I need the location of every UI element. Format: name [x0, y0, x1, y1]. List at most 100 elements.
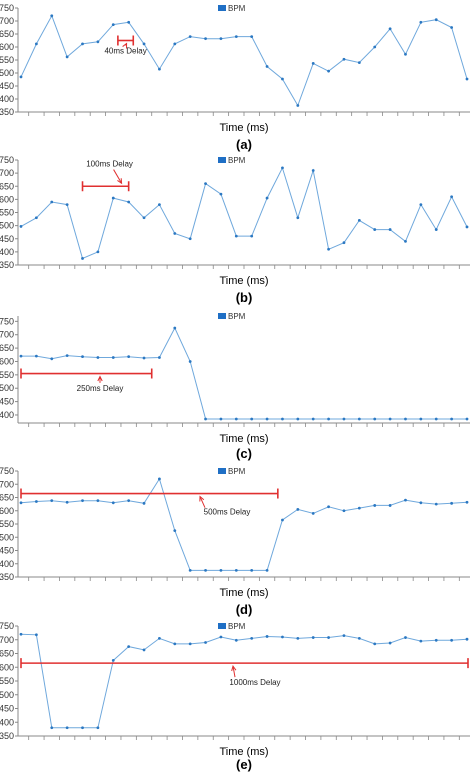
- data-point: [281, 518, 284, 522]
- data-point: [158, 636, 161, 640]
- data-point: [188, 237, 192, 241]
- legend-label: BPM: [228, 156, 246, 165]
- data-point: [342, 57, 346, 61]
- y-tick-label: 550: [0, 370, 14, 380]
- data-point: [311, 169, 315, 172]
- data-point: [19, 75, 23, 79]
- y-tick-label: 700: [0, 168, 14, 178]
- chart-panel-2: 350 400 450 500 550 600 650 700 750 BPM 100ms Dela…: [0, 155, 470, 305]
- data-point: [219, 192, 223, 196]
- delay-annotation: 1000ms Delay: [20, 658, 469, 687]
- data-point: [465, 637, 469, 641]
- y-tick-label: 350: [0, 107, 14, 117]
- data-point: [142, 648, 146, 652]
- data-point: [450, 638, 454, 642]
- data-point: [434, 417, 438, 421]
- data-point: [204, 568, 207, 572]
- y-tick-label: 700: [0, 479, 14, 489]
- y-tick-label: 550: [0, 519, 14, 529]
- data-point: [234, 568, 238, 572]
- legend-label: BPM: [228, 4, 246, 13]
- data-point: [111, 501, 115, 505]
- data-point: [96, 726, 100, 730]
- data-point: [65, 55, 69, 59]
- data-point: [204, 641, 207, 644]
- series-line-bpm: [20, 477, 468, 571]
- y-tick-label: 350: [0, 731, 14, 741]
- y-tick-label: 750: [0, 155, 14, 165]
- data-point: [111, 356, 115, 359]
- data-point: [265, 196, 269, 200]
- data-point: [342, 417, 346, 421]
- data-point: [142, 42, 146, 46]
- data-point: [265, 65, 269, 68]
- data-point: [158, 203, 161, 207]
- data-point: [173, 42, 177, 46]
- delay-label: 40ms Delay: [104, 47, 146, 56]
- chart-panel-5: 350 400 450 500 550 600 650 700 750 BPM 1000ms Del…: [0, 621, 470, 772]
- data-point: [219, 37, 223, 41]
- data-point: [465, 77, 469, 81]
- y-tick-label: 700: [0, 330, 14, 340]
- data-point: [111, 196, 115, 200]
- data-point: [450, 195, 454, 199]
- data-point: [81, 499, 84, 503]
- y-tick-label: 600: [0, 356, 14, 366]
- data-point: [250, 417, 254, 421]
- data-point: [96, 499, 100, 503]
- legend: BPM: [218, 312, 246, 321]
- data-point: [357, 417, 361, 421]
- y-tick-label: 700: [0, 16, 14, 26]
- data-point: [219, 635, 223, 639]
- data-point: [127, 20, 131, 24]
- legend-swatch: [218, 468, 226, 474]
- y-tick-label: 750: [0, 621, 14, 631]
- data-point: [465, 225, 469, 229]
- legend-label: BPM: [228, 467, 246, 476]
- y-tick-label: 500: [0, 221, 14, 231]
- delay-arrow: [113, 169, 123, 184]
- y-tick-label: 500: [0, 532, 14, 542]
- data-point: [357, 218, 361, 222]
- delay-label: 1000ms Delay: [229, 678, 280, 687]
- data-point: [158, 477, 161, 481]
- data-point: [465, 417, 469, 421]
- data-point: [34, 354, 38, 358]
- data-point: [204, 417, 207, 421]
- data-point: [188, 642, 192, 646]
- data-point: [296, 417, 300, 421]
- y-tick-label: 450: [0, 546, 14, 556]
- series-line-bpm: [20, 166, 468, 260]
- data-point: [158, 356, 161, 359]
- delay-label: 100ms Delay: [86, 160, 133, 169]
- delay-arrowhead: [122, 42, 128, 49]
- x-axis-label: Time (ms): [219, 122, 268, 134]
- x-axis-label: Time (ms): [219, 587, 268, 599]
- y-tick-label: 600: [0, 194, 14, 204]
- y-tick-label: 400: [0, 717, 14, 727]
- data-point: [158, 67, 161, 71]
- data-point: [327, 505, 330, 509]
- data-point: [81, 726, 84, 730]
- y-tick-label: 750: [0, 316, 14, 326]
- data-point: [127, 355, 131, 359]
- y-tick-label: 750: [0, 466, 14, 476]
- delay-arrowhead: [199, 495, 205, 502]
- chart-panel-4: 350 400 450 500 550 600 650 700 750 BPM 500ms Dela…: [0, 466, 470, 617]
- y-tick-label: 350: [0, 260, 14, 270]
- data-point: [34, 216, 38, 220]
- data-point: [265, 417, 269, 421]
- data-point: [465, 500, 469, 504]
- panel-label: (b): [236, 290, 253, 305]
- y-tick-label: 400: [0, 559, 14, 569]
- data-point: [81, 257, 84, 260]
- data-point: [419, 639, 423, 643]
- data-point: [404, 239, 407, 243]
- delay-annotation: 100ms Delay: [81, 160, 133, 192]
- data-point: [327, 417, 330, 421]
- data-point: [296, 636, 300, 640]
- data-point: [65, 354, 69, 357]
- data-point: [234, 35, 238, 38]
- delay-annotation: 250ms Delay: [20, 368, 153, 393]
